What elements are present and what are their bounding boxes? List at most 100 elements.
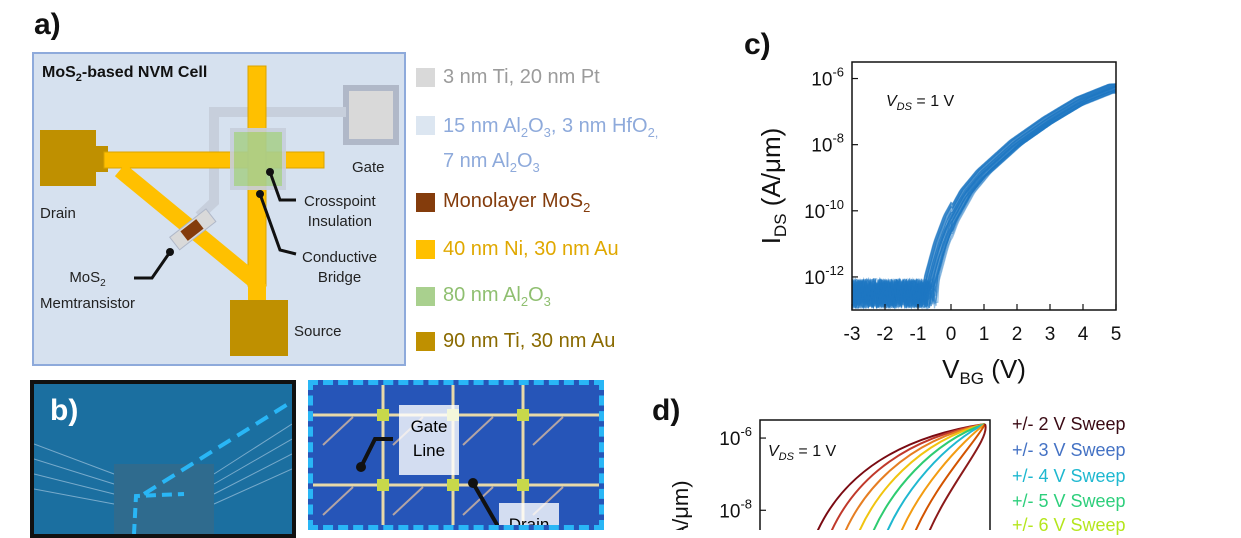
device-curve: [852, 87, 1116, 310]
x-tick-label: 0: [946, 324, 957, 345]
panel-label-a: a): [34, 8, 61, 41]
legend-swatch: [416, 240, 435, 259]
device-curve: [852, 88, 1116, 309]
device-curve: [852, 88, 1116, 308]
device-curve: [852, 90, 1116, 310]
schematic-title: MoS2-based NVM Cell: [42, 64, 208, 85]
device-curve: [852, 86, 1116, 308]
gate-line-callout: Gate Line: [399, 405, 459, 475]
device-curve: [852, 86, 1116, 309]
y-tick-label: 10-10: [804, 197, 844, 223]
device-curve: [852, 90, 1116, 308]
device-curve: [852, 90, 1116, 308]
gate-label: Gate: [352, 159, 385, 176]
device-curve: [852, 91, 1116, 309]
sweep-legend-5v: +/- 5 V Sweep: [1012, 491, 1126, 511]
device-curve: [852, 86, 1116, 308]
legend-item-oxide: 15 nm Al2O3, 3 nm HfO2, 7 nm Al2O3: [416, 112, 658, 182]
device-curve: [852, 89, 1116, 310]
device-curve: [852, 86, 1116, 310]
sweep-curve: [830, 423, 986, 530]
device-curve: [852, 83, 1116, 310]
x-tick-label: 4: [1078, 324, 1089, 345]
panel-label-c: c): [744, 28, 771, 61]
device-curve: [852, 83, 1116, 309]
legend-item-ti-pt: 3 nm Ti, 20 nm Pt: [416, 66, 600, 89]
device-curve: [852, 90, 1116, 307]
legend-swatch: [416, 68, 435, 87]
legend-item-ti-au: 90 nm Ti, 30 nm Au: [416, 330, 615, 353]
device-curve: [852, 89, 1116, 309]
device-curve: [852, 83, 1116, 309]
device-curve: [852, 85, 1116, 310]
legend-swatch: [416, 193, 435, 212]
device-curve: [852, 85, 1116, 310]
bridge-label: Conductive Bridge: [302, 249, 378, 286]
sweep-chart: 10-6 10-8 VDS = 1 V A/μm): [668, 419, 991, 530]
device-curve: [852, 88, 1116, 310]
device-curve: [852, 89, 1116, 309]
sweep-legend-3v: +/- 3 V Sweep: [1012, 440, 1126, 460]
schematic-drawing: [40, 65, 399, 356]
y-axis-label-d: A/μm): [668, 480, 693, 530]
x-tick-label: 3: [1045, 324, 1056, 345]
x-tick-label: -3: [844, 324, 861, 345]
micrograph-left: b): [30, 380, 296, 538]
device-curve: [852, 92, 1116, 308]
legend-item-mos2: Monolayer MoS2: [416, 190, 590, 215]
memtransistor-label: MoS2 Memtransistor: [40, 269, 136, 312]
device-curve: [852, 90, 1116, 308]
micrograph-left-image: [34, 399, 292, 534]
vds-annotation-d: VDS = 1 V: [768, 443, 837, 463]
device-curve: [852, 86, 1116, 309]
micrograph-right: Gate Line Drain: [308, 380, 604, 530]
y-tick-label: 10-6: [719, 424, 752, 450]
device-curve: [852, 86, 1116, 310]
sweep-legend-2v: +/- 2 V Sweep: [1012, 414, 1126, 434]
schematic-panel: MoS2-based NVM Cell Gate Drain Crosspoi: [32, 52, 406, 366]
y-tick-label: 10-6: [811, 65, 844, 91]
device-curve: [852, 87, 1116, 309]
x-axis-label: VBG (V): [942, 354, 1026, 388]
device-curve: [852, 88, 1116, 310]
device-curve: [852, 83, 1116, 308]
device-curve: [852, 92, 1116, 309]
x-tick-label: -2: [877, 324, 894, 345]
drain-label: Drain: [40, 205, 76, 222]
sweep-legend-6v: +/- 6 V Sweep: [1012, 515, 1126, 535]
transfer-curve-chart: -3 -2 -1 0 1 2 3 4 5 10-6 10-8 10-10 10-12 VDS = 1 …: [756, 61, 1121, 388]
device-curve: [852, 89, 1116, 309]
device-curve: [852, 85, 1116, 310]
device-curve: [852, 88, 1116, 309]
panel-label-b: b): [50, 394, 79, 427]
x-tick-label: -1: [910, 324, 927, 345]
device-curve: [852, 83, 1116, 309]
legend-item-al2o3: 80 nm Al2O3: [416, 284, 551, 309]
legend-swatch: [416, 332, 435, 351]
legend-swatch: [416, 287, 435, 306]
drain-callout: Drain: [499, 503, 559, 525]
device-curve: [852, 83, 1116, 310]
device-curve: [852, 83, 1116, 307]
device-curve: [852, 90, 1116, 310]
device-curve: [852, 88, 1116, 310]
device-curve: [852, 91, 1116, 309]
y-tick-label: 10-12: [804, 263, 844, 289]
device-curve: [852, 87, 1116, 308]
y-tick-label: 10-8: [811, 131, 844, 157]
plot-frame: [759, 419, 991, 530]
x-tick-label: 2: [1012, 324, 1023, 345]
sweep-curve: [844, 423, 986, 530]
source-label: Source: [294, 323, 342, 340]
device-curve: [852, 86, 1116, 308]
device-curve: [852, 83, 1116, 310]
device-curve: [852, 84, 1116, 310]
device-curve: [852, 84, 1116, 310]
y-tick-label: 10-8: [719, 496, 752, 522]
crosspoint-label: Crosspoint Insulation: [304, 193, 376, 230]
x-tick-label: 1: [979, 324, 990, 345]
device-curve: [852, 83, 1116, 309]
device-curve: [852, 88, 1116, 309]
panel-label-d: d): [652, 394, 681, 427]
device-curve: [852, 84, 1116, 309]
